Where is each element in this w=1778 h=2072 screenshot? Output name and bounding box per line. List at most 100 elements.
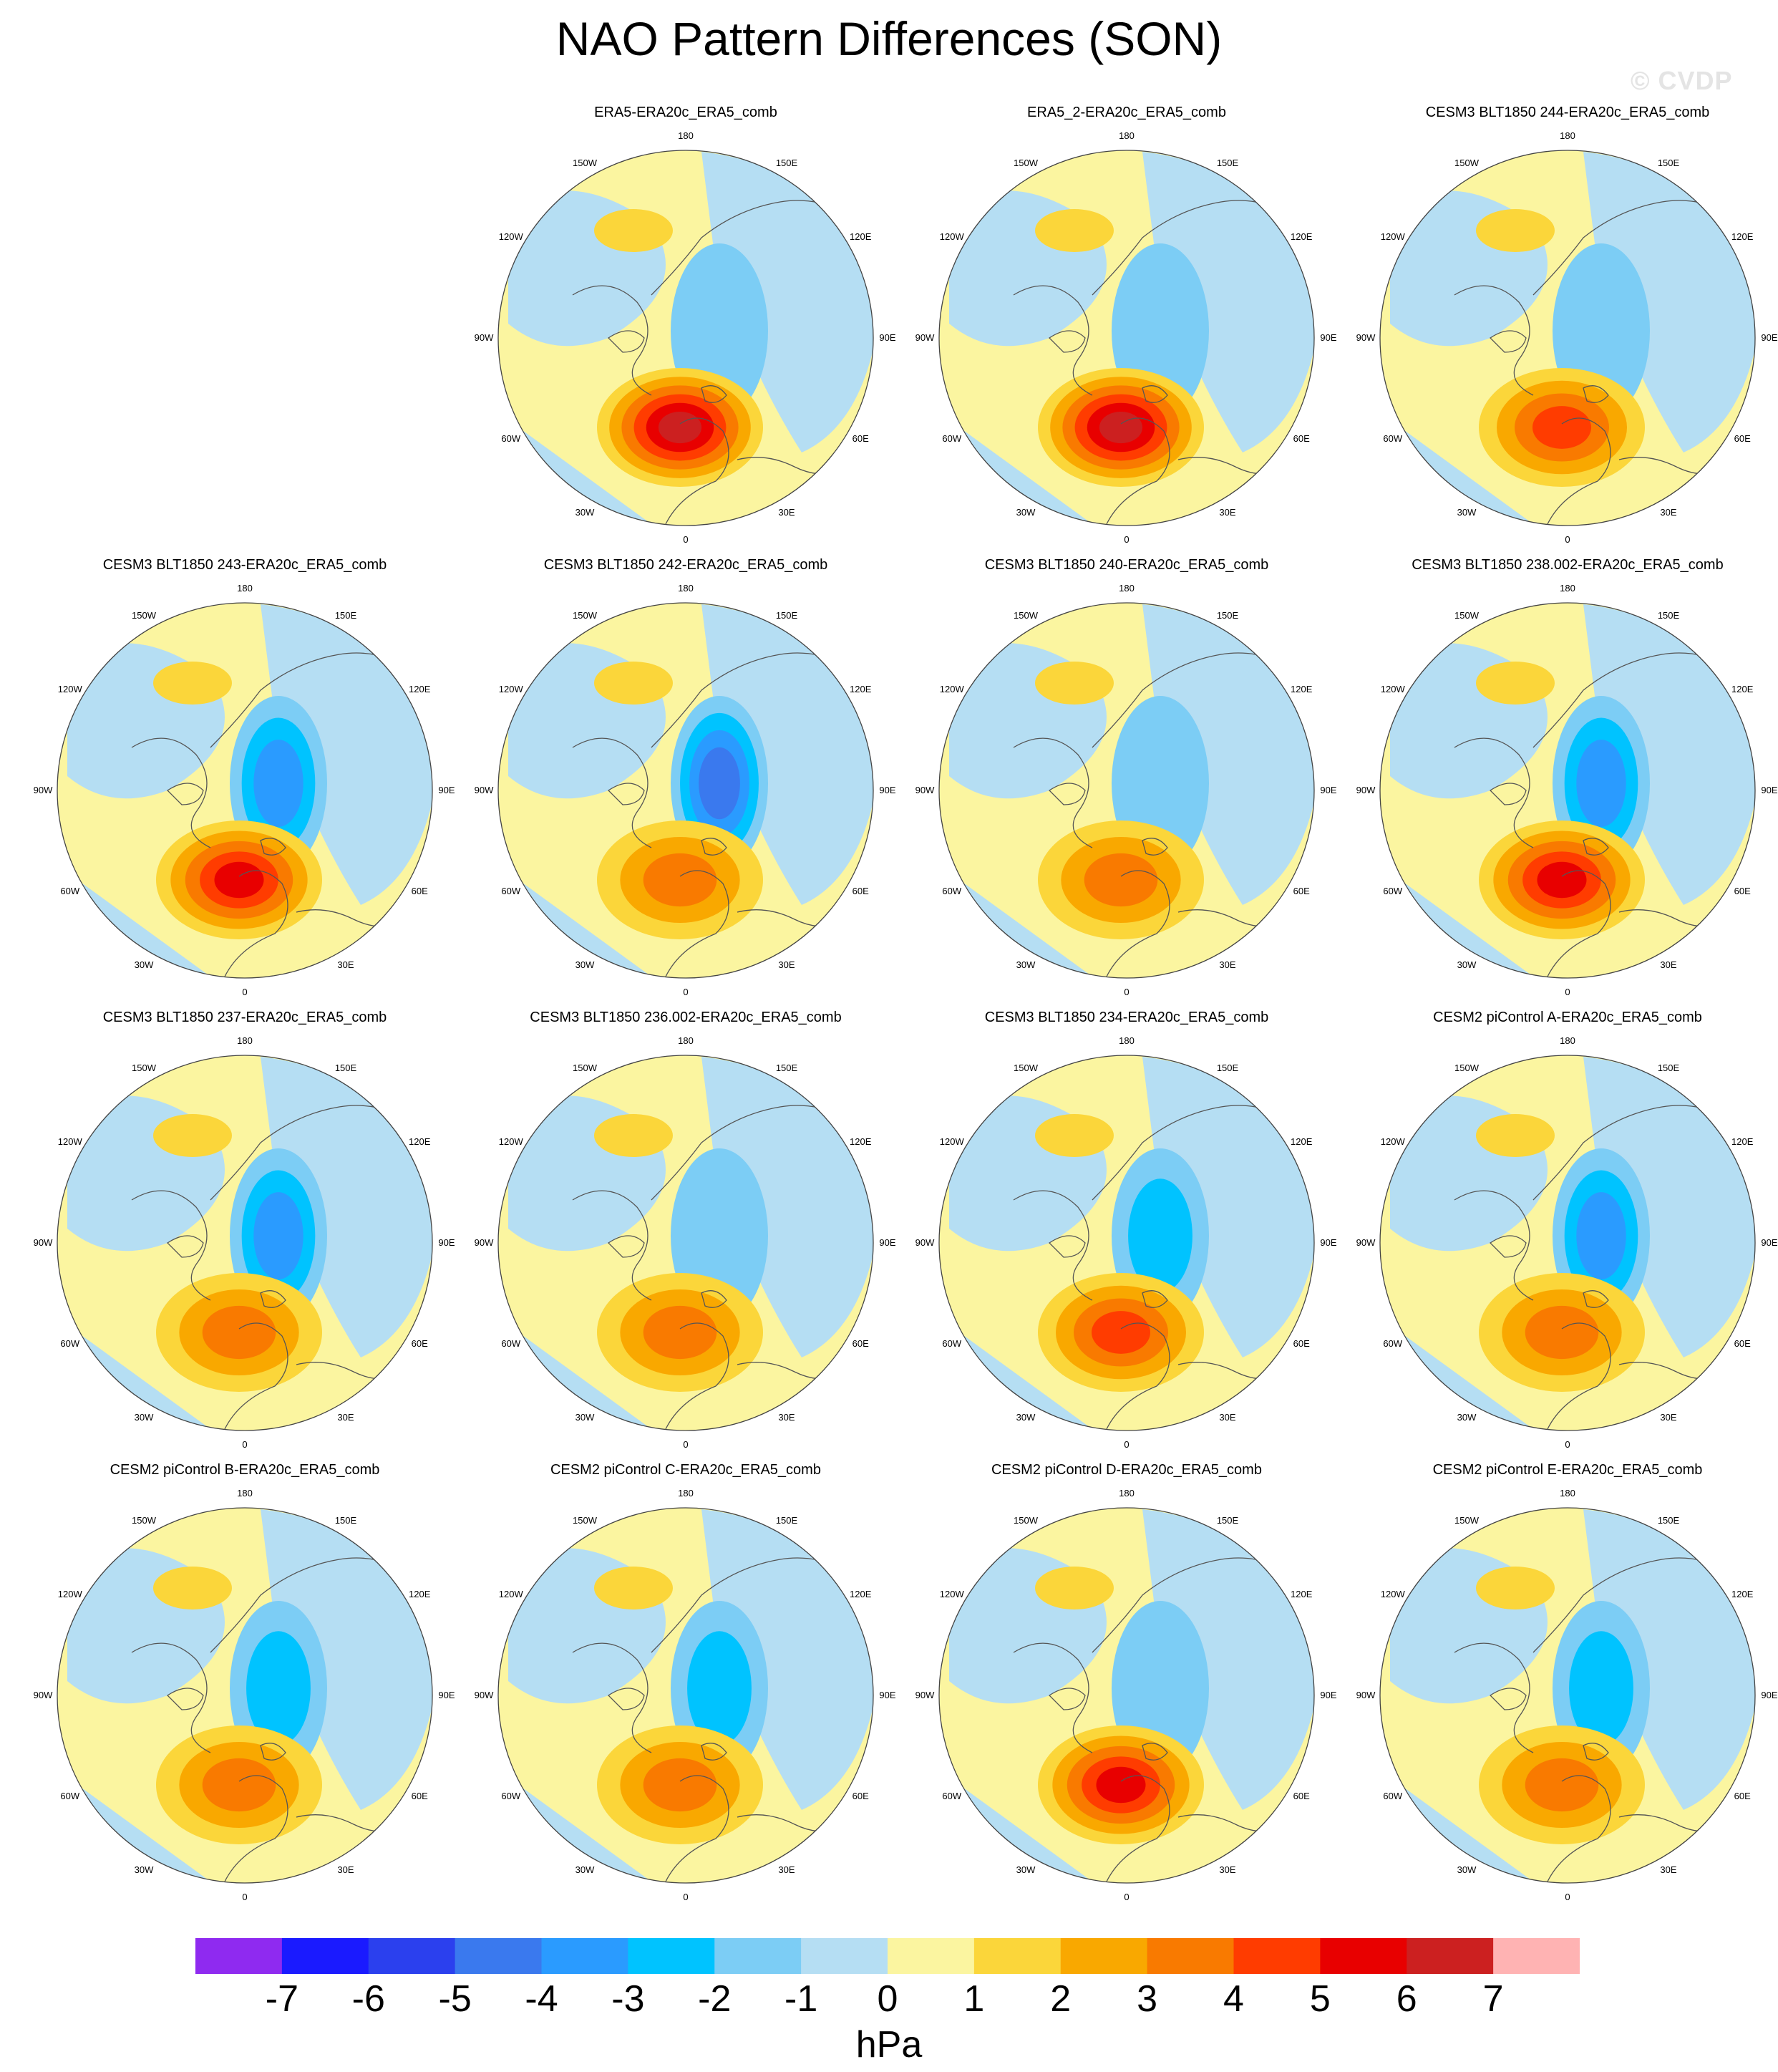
panel-title: CESM3 BLT1850 236.002-ERA20c_ERA5_comb	[530, 1010, 842, 1025]
lon-label: 60W	[942, 1791, 961, 1801]
colorbar-swatch	[888, 1938, 975, 1974]
coastline	[1489, 1688, 1527, 1710]
lon-label: 0	[683, 1439, 688, 1450]
lon-label: 150E	[1658, 610, 1680, 621]
lon-label: 60W	[60, 1338, 79, 1349]
lon-label: 30W	[1457, 959, 1477, 970]
lon-label: 60E	[1293, 886, 1310, 896]
lon-label: 180	[1560, 1035, 1575, 1046]
lon-label: 30E	[778, 1412, 795, 1423]
negative-region-east	[1583, 1057, 1755, 1357]
panel-title: CESM2 piControl A-ERA20c_ERA5_comb	[1433, 1010, 1702, 1025]
positive-contour-pacific	[1035, 1114, 1114, 1157]
panel-title: CESM3 BLT1850 234-ERA20c_ERA5_comb	[984, 1010, 1269, 1025]
positive-contour-pacific	[1476, 1567, 1555, 1609]
lon-label: 0	[1565, 987, 1570, 997]
lon-label: 90W	[1356, 1690, 1376, 1700]
panel-title: CESM2 piControl D-ERA20c_ERA5_comb	[991, 1462, 1262, 1478]
polar-map: 180 150E 120E 90E 60E 30E 0 30W 60W 90W 120W 150W	[915, 583, 1337, 997]
negative-contour	[699, 747, 740, 820]
panel-title: CESM2 piControl B-ERA20c_ERA5_comb	[110, 1462, 380, 1478]
polar-map: 180 150E 120E 90E 60E 30E 0 30W 60W 90W 120W 150W	[915, 130, 1337, 545]
lon-label: 30E	[337, 1412, 354, 1423]
negative-region-east	[1583, 152, 1755, 452]
lon-label: 120W	[940, 231, 965, 242]
coastline	[166, 1235, 204, 1258]
coastline	[1489, 783, 1527, 805]
coastline	[1547, 870, 1611, 977]
lon-label: 60E	[852, 433, 869, 444]
positive-contour-pacific	[594, 662, 673, 705]
lon-label: 60E	[852, 886, 869, 896]
lon-label: 90E	[1761, 785, 1777, 795]
lon-label: 120W	[58, 1589, 83, 1599]
lon-label: 0	[683, 534, 688, 545]
lon-label: 90E	[879, 332, 895, 343]
polar-map: 180 150E 120E 90E 60E 30E 0 30W 60W 90W 120W 150W	[475, 1488, 896, 1902]
map-border	[1379, 150, 1756, 526]
positive-contour	[202, 1758, 276, 1812]
map-panel: CESM2 piControl E-ERA20c_ERA5_comb 180 150…	[1347, 1461, 1778, 1912]
positive-contour-pacific	[594, 1114, 673, 1157]
coastline	[607, 1688, 645, 1710]
polar-map: 180 150E 120E 90E 60E 30E 0 30W 60W 90W 120W 150W	[1356, 130, 1778, 545]
coastline	[1583, 385, 1609, 403]
coastline	[260, 838, 286, 856]
coastline	[224, 1322, 288, 1430]
lon-label: 150W	[573, 1515, 598, 1526]
lon-label: 150W	[132, 1062, 157, 1073]
lon-label: 150E	[1658, 1515, 1680, 1526]
lon-label: 90E	[1320, 332, 1336, 343]
lon-label: 120E	[1731, 231, 1754, 242]
coastline	[224, 870, 288, 977]
lon-label: 90E	[1761, 332, 1777, 343]
map-border	[497, 602, 874, 979]
coastline	[131, 737, 211, 848]
colorbar-tick-label: 2	[1050, 1978, 1072, 2020]
coastline	[1583, 1743, 1609, 1761]
lon-label: 30W	[135, 1864, 154, 1875]
lon-label: 120W	[1381, 1589, 1406, 1599]
lon-label: 0	[1124, 1439, 1129, 1450]
lon-label: 60W	[1383, 1791, 1402, 1801]
colorbar-swatch	[1407, 1938, 1494, 1974]
map-panel: CESM2 piControl A-ERA20c_ERA5_comb 180 150…	[1347, 1008, 1778, 1459]
panel-title: CESM2 piControl E-ERA20c_ERA5_comb	[1432, 1462, 1703, 1478]
lon-label: 30E	[778, 1864, 795, 1875]
figure-title: NAO Pattern Differences (SON)	[555, 12, 1223, 65]
colorbar-tick-label: -3	[611, 1978, 645, 2020]
positive-contour	[643, 853, 717, 907]
map-panel: ERA5-ERA20c_ERA5_comb 180 150E 120E 90E 60E 30…	[465, 103, 906, 554]
coastline	[1142, 838, 1168, 856]
lon-label: 30E	[337, 959, 354, 970]
lon-label: 90W	[915, 332, 935, 343]
lon-label: 150E	[1217, 1062, 1239, 1073]
polar-map: 180 150E 120E 90E 60E 30E 0 30W 60W 90W 120W 150W	[34, 1035, 455, 1450]
coastline	[1106, 870, 1170, 977]
lon-label: 150E	[335, 610, 357, 621]
map-border	[57, 602, 433, 979]
coastline	[572, 285, 652, 396]
negative-region-east	[701, 152, 873, 452]
lon-label: 120E	[850, 684, 872, 694]
coastline	[1454, 1190, 1534, 1301]
colorbar-tick-label: -7	[265, 1978, 298, 2020]
positive-contour-pacific	[594, 209, 673, 252]
lon-label: 90E	[438, 1690, 455, 1700]
lon-label: 150W	[1014, 158, 1039, 168]
colorbar-swatch	[455, 1938, 542, 1974]
coastline	[1048, 1688, 1086, 1710]
positive-contour-pacific	[153, 1114, 232, 1157]
positive-contour	[1099, 411, 1143, 444]
polar-map: 180 150E 120E 90E 60E 30E 0 30W 60W 90W 120W 150W	[1356, 1488, 1778, 1902]
colorbar-swatch	[368, 1938, 456, 1974]
lon-label: 90W	[1356, 785, 1376, 795]
lon-label: 120E	[850, 1136, 872, 1147]
map-panel: CESM3 BLT1850 240-ERA20c_ERA5_comb 180 150…	[906, 556, 1347, 1007]
coastline	[1106, 1775, 1170, 1882]
lon-label: 120W	[58, 684, 83, 694]
lon-label: 30W	[575, 1412, 595, 1423]
colorbar-swatch	[1233, 1938, 1321, 1974]
lon-label: 150W	[1454, 158, 1480, 168]
map-panel: CESM3 BLT1850 234-ERA20c_ERA5_comb 180 150…	[906, 1008, 1347, 1459]
